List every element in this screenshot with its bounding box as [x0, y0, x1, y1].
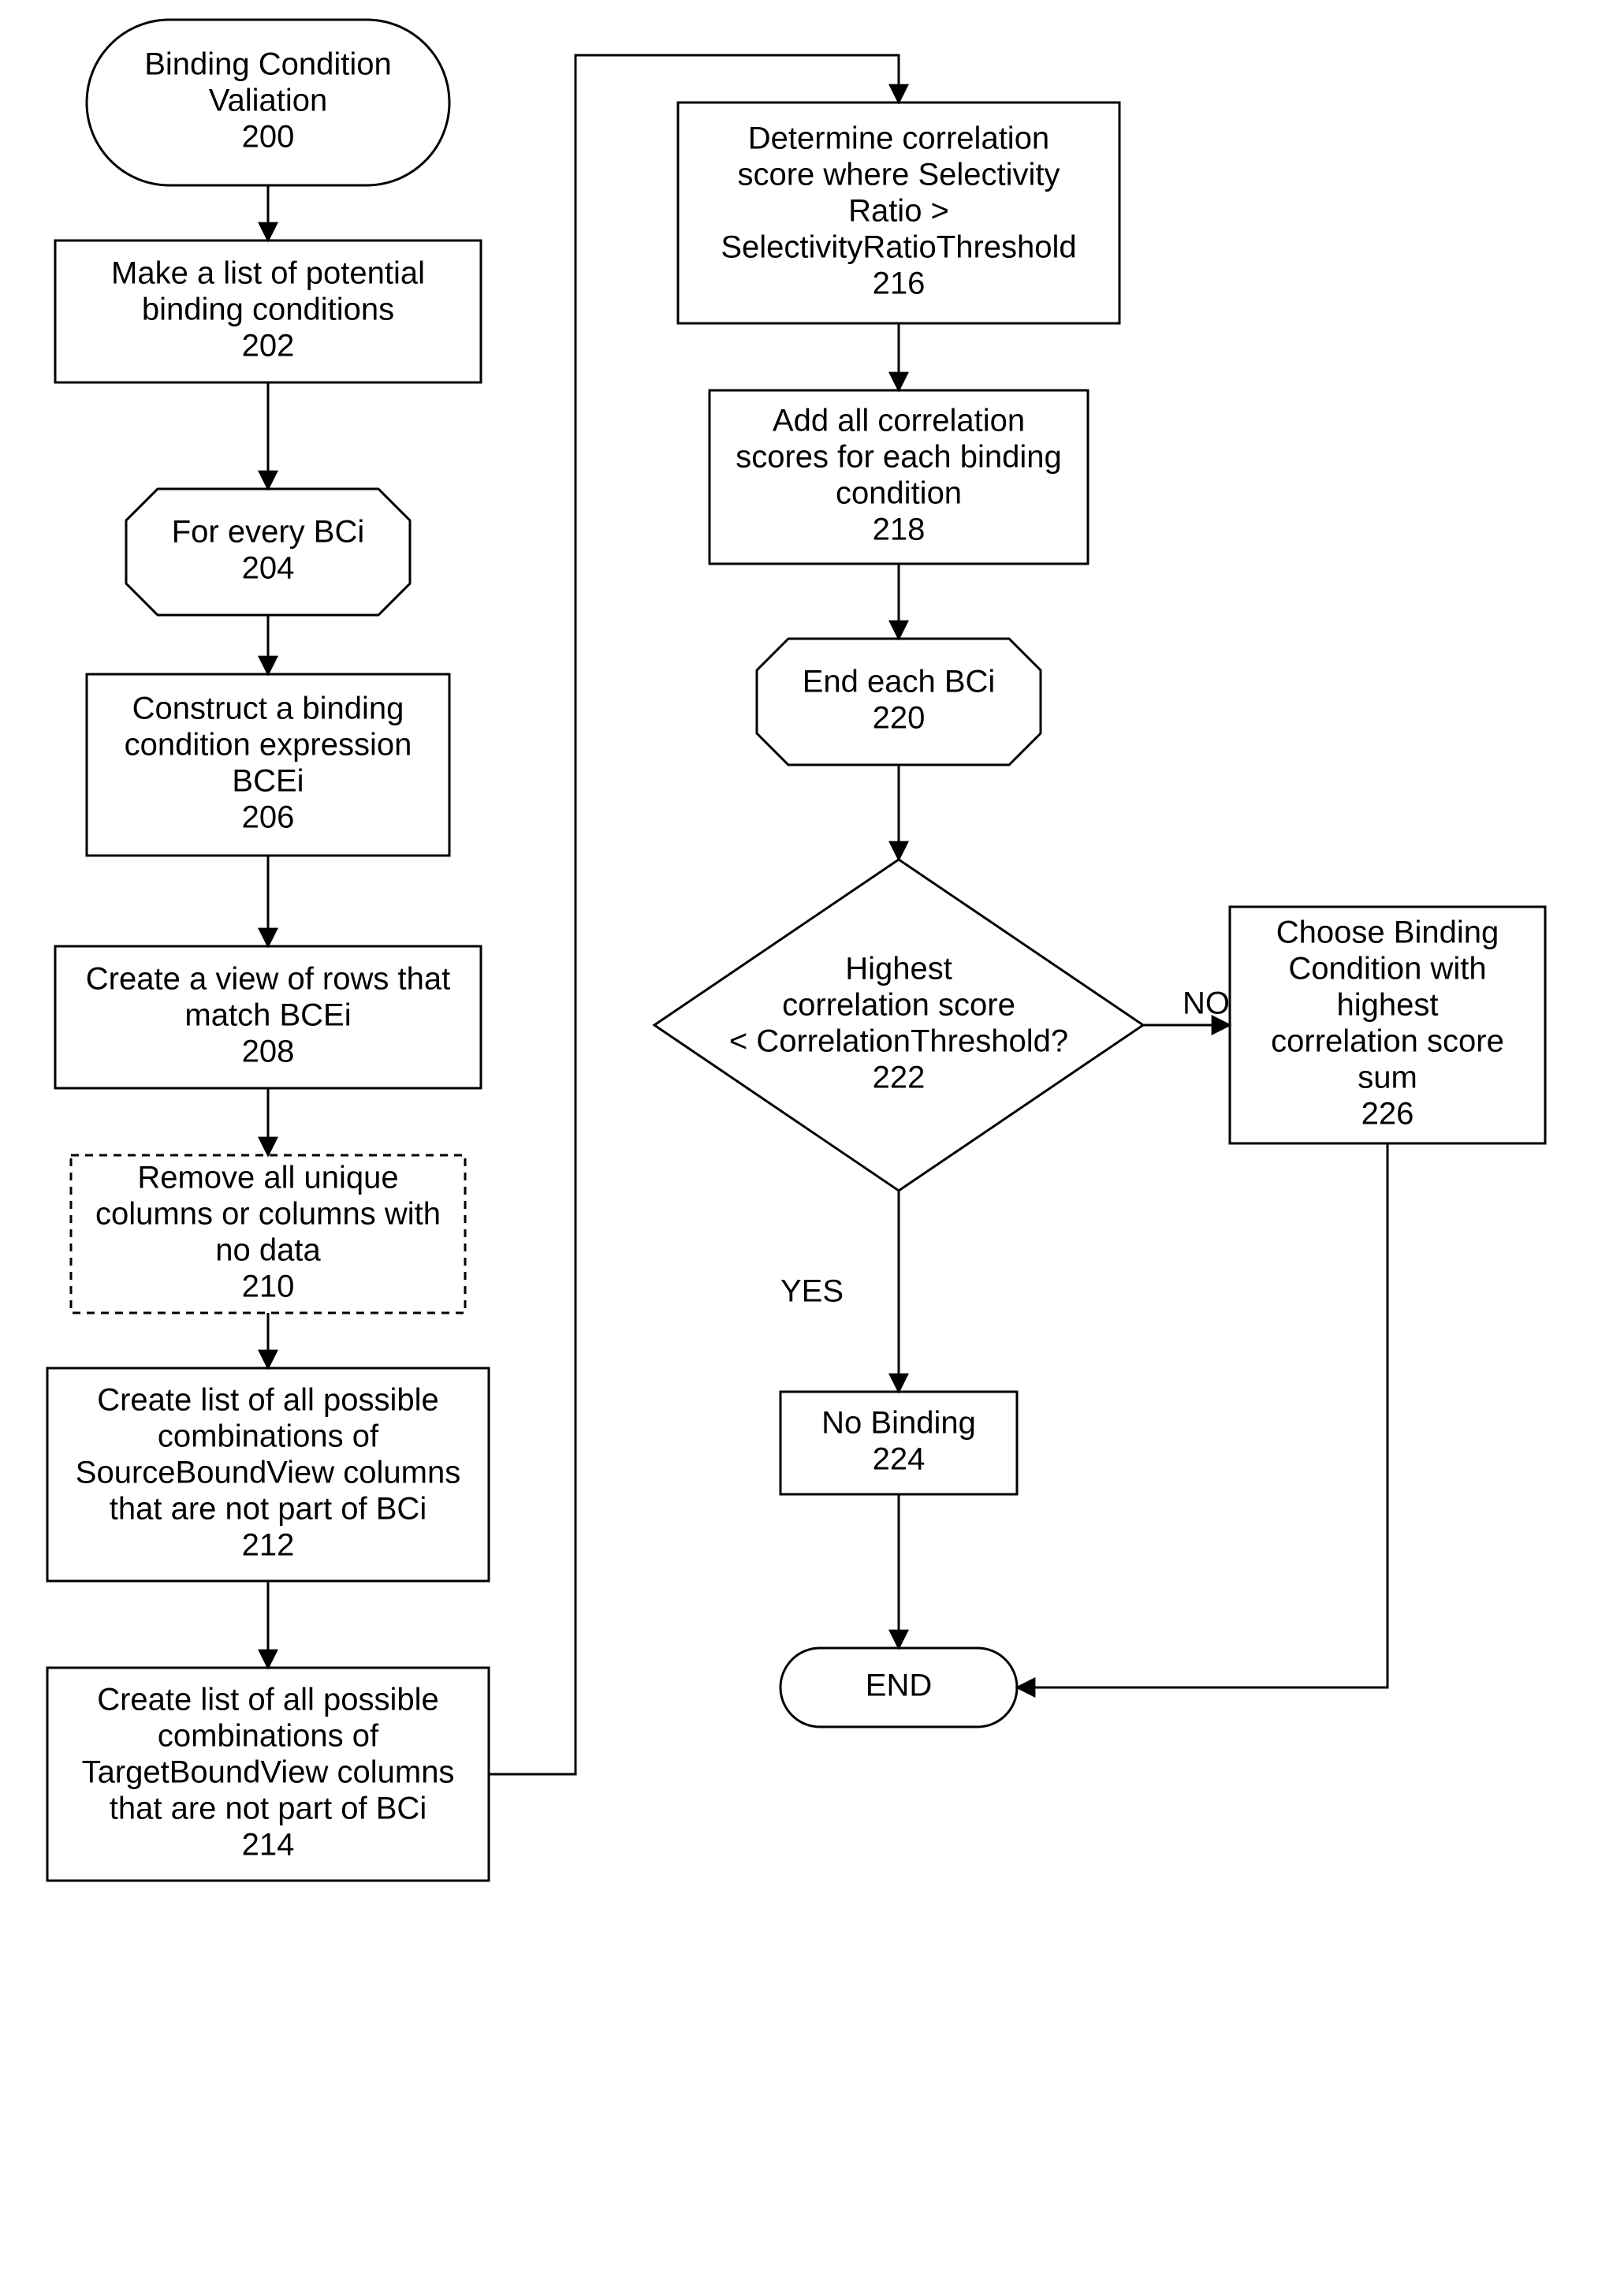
svg-text:218: 218 — [873, 513, 926, 547]
svg-text:condition: condition — [836, 476, 962, 511]
svg-text:< CorrelationThreshold?: < CorrelationThreshold? — [729, 1024, 1068, 1059]
svg-text:that are not part of BCi: that are not part of BCi — [110, 1792, 426, 1826]
svg-text:TargetBoundView columns: TargetBoundView columns — [82, 1755, 455, 1790]
svg-text:214: 214 — [242, 1828, 295, 1863]
svg-text:Binding Condition: Binding Condition — [144, 47, 392, 82]
svg-text:No Binding: No Binding — [821, 1406, 976, 1441]
svg-text:216: 216 — [873, 267, 926, 301]
edge-n214-n216 — [489, 55, 899, 1774]
svg-text:binding conditions: binding conditions — [142, 293, 394, 327]
edge-label: YES — [780, 1274, 844, 1309]
svg-text:208: 208 — [242, 1035, 295, 1069]
svg-text:Create list of all possible: Create list of all possible — [97, 1383, 439, 1418]
svg-text:Valiation: Valiation — [209, 84, 327, 118]
svg-text:scores for each binding: scores for each binding — [736, 440, 1062, 475]
edge-n226-nEnd — [1017, 1143, 1387, 1687]
svg-text:Ratio >: Ratio > — [848, 194, 949, 229]
svg-text:highest: highest — [1337, 988, 1439, 1023]
svg-text:correlation score: correlation score — [1271, 1024, 1504, 1059]
svg-text:correlation score: correlation score — [782, 988, 1015, 1023]
svg-text:Construct a binding: Construct a binding — [132, 692, 404, 726]
svg-text:For every BCi: For every BCi — [172, 515, 365, 550]
svg-text:Create a view of rows that: Create a view of rows that — [86, 962, 450, 997]
svg-text:match BCEi: match BCEi — [184, 998, 351, 1033]
svg-text:Make a list of potential: Make a list of potential — [111, 256, 425, 291]
svg-text:226: 226 — [1361, 1097, 1414, 1132]
svg-text:Choose Binding: Choose Binding — [1276, 915, 1499, 950]
svg-text:202: 202 — [242, 329, 295, 364]
svg-text:222: 222 — [873, 1061, 926, 1095]
svg-text:220: 220 — [873, 701, 926, 736]
svg-text:columns or columns with: columns or columns with — [95, 1197, 441, 1232]
svg-text:224: 224 — [873, 1442, 926, 1477]
svg-text:combinations of: combinations of — [158, 1719, 379, 1754]
svg-text:SelectivityRatioThreshold: SelectivityRatioThreshold — [721, 230, 1076, 265]
svg-text:combinations of: combinations of — [158, 1419, 379, 1454]
svg-text:Condition with: Condition with — [1288, 952, 1486, 986]
svg-text:212: 212 — [242, 1528, 295, 1563]
svg-text:no data: no data — [215, 1233, 321, 1268]
svg-text:Remove all unique: Remove all unique — [137, 1161, 398, 1195]
svg-text:206: 206 — [242, 800, 295, 835]
svg-text:BCEi: BCEi — [232, 764, 304, 799]
svg-text:Highest: Highest — [845, 952, 952, 986]
svg-text:End each BCi: End each BCi — [803, 665, 996, 699]
svg-text:condition expression: condition expression — [125, 728, 412, 763]
flowchart: NO YES Binding ConditionValiation200 Make a… — [0, 0, 1624, 2282]
svg-text:score where Selectivity: score where Selectivity — [737, 158, 1060, 192]
svg-text:210: 210 — [242, 1270, 295, 1304]
edge-label: NO — [1183, 986, 1230, 1021]
svg-text:Determine correlation: Determine correlation — [748, 121, 1049, 156]
svg-text:END: END — [866, 1669, 932, 1703]
svg-text:sum: sum — [1358, 1061, 1417, 1095]
svg-text:Create list of all possible: Create list of all possible — [97, 1683, 439, 1717]
svg-text:200: 200 — [242, 120, 295, 155]
svg-text:SourceBoundView columns: SourceBoundView columns — [76, 1456, 460, 1490]
svg-text:Add all correlation: Add all correlation — [773, 404, 1025, 438]
svg-text:204: 204 — [242, 551, 295, 586]
svg-text:that are not part of BCi: that are not part of BCi — [110, 1492, 426, 1527]
